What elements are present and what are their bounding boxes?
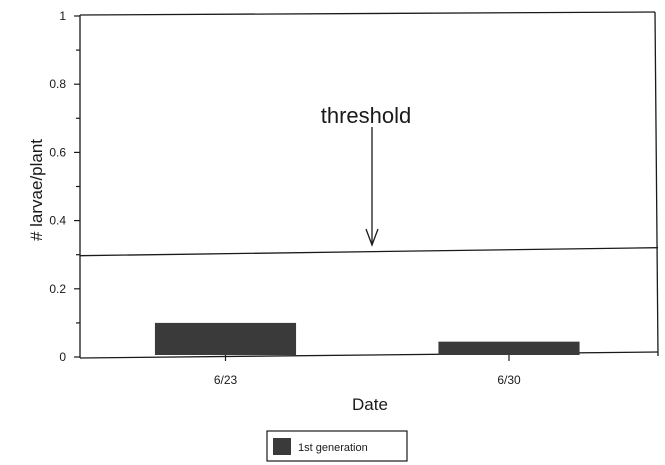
- x-tick-label: 6/23: [214, 373, 238, 387]
- plot-frame-top: [79, 11, 656, 16]
- y-axis-ticks: 0 0.2 0.4 0.6 0.8 1: [49, 9, 80, 364]
- y-axis-title: # larvae/plant: [27, 139, 46, 241]
- y-tick-label: 0.4: [49, 214, 66, 228]
- x-axis-title: Date: [352, 395, 388, 414]
- bar: [154, 322, 297, 355]
- bars: [154, 322, 580, 355]
- threshold-annotation: threshold: [321, 103, 412, 128]
- y-tick-label: 0.8: [49, 77, 66, 91]
- y-tick-label: 0.6: [49, 145, 66, 159]
- bar: [438, 341, 580, 355]
- y-tick-label: 1: [59, 9, 66, 23]
- legend-label: 1st generation: [298, 442, 368, 454]
- legend: 1st generation: [266, 430, 408, 462]
- y-tick-label: 0.2: [49, 282, 66, 296]
- legend-swatch: [273, 438, 291, 455]
- plot-frame-right: [654, 11, 659, 357]
- threshold-line: [79, 247, 659, 257]
- y-axis-minor-ticks: [76, 49, 80, 324]
- x-axis-tick-labels: 6/23 6/30: [214, 355, 521, 387]
- x-tick-label: 6/30: [497, 373, 521, 387]
- threshold-arrow-head: [365, 228, 379, 247]
- y-tick-label: 0: [59, 350, 66, 364]
